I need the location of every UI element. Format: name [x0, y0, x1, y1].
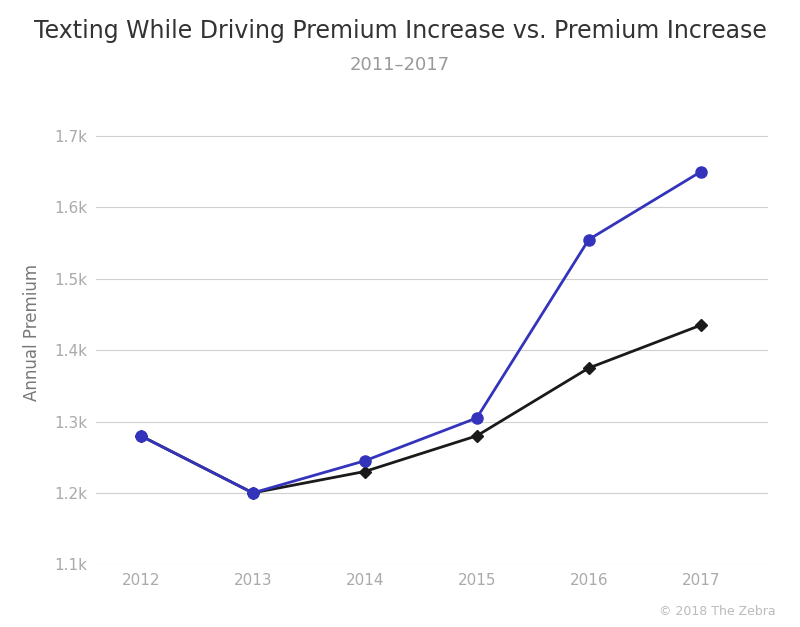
- Y-axis label: Annual Premium: Annual Premium: [22, 264, 41, 401]
- Text: © 2018 The Zebra: © 2018 The Zebra: [659, 604, 776, 618]
- Text: 2011–2017: 2011–2017: [350, 56, 450, 75]
- Text: Texting While Driving Premium Increase vs. Premium Increase: Texting While Driving Premium Increase v…: [34, 19, 766, 43]
